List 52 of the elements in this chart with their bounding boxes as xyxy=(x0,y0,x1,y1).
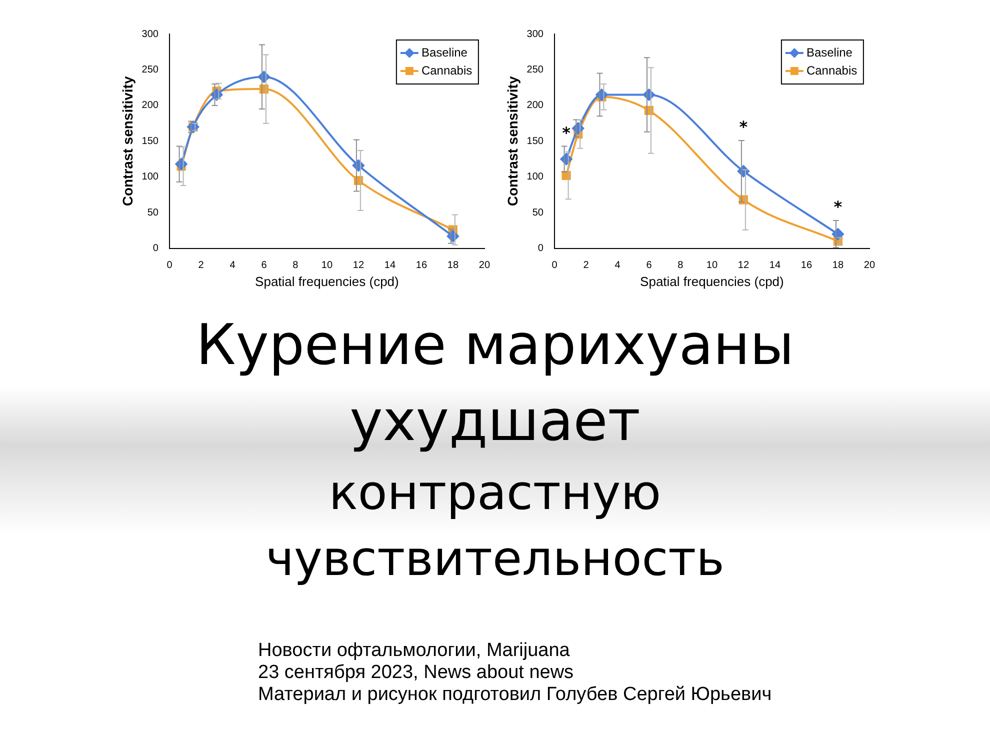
data-label: * xyxy=(834,198,843,217)
x-tick-label: 10 xyxy=(706,260,718,272)
y-tick-label: 100 xyxy=(526,172,544,183)
x-tick-label: 14 xyxy=(384,260,396,272)
legend-label: Cannabis xyxy=(421,63,472,78)
x-tick-label: 14 xyxy=(769,260,781,272)
x-tick-label: 4 xyxy=(614,260,621,272)
x-tick-label: 10 xyxy=(321,260,333,272)
legend-label: Baseline xyxy=(421,45,468,60)
data-label: * xyxy=(562,123,572,142)
y-tick-label: 300 xyxy=(142,28,159,40)
data-label: * xyxy=(739,118,748,137)
y-tick-label: 250 xyxy=(142,64,159,76)
y-tick-label: 200 xyxy=(526,100,544,112)
text: Курение марихуаны ухудшает xyxy=(194,312,796,456)
x-tick-label: 4 xyxy=(230,260,236,272)
x-tick-label: 8 xyxy=(292,260,299,272)
y-tick-label: 50 xyxy=(147,207,159,218)
x-tick-label: 2 xyxy=(583,260,590,272)
x-tick-label: 0 xyxy=(166,260,173,272)
text: контрастную чувствительность xyxy=(264,464,726,589)
y-axis-title: Contrast sensitivity xyxy=(119,76,136,206)
legend-label: Cannabis xyxy=(806,63,858,78)
y-tick-label: 100 xyxy=(142,172,159,183)
y-tick-label: 150 xyxy=(142,136,159,147)
text: Новости офтальмологии, Marijuana xyxy=(258,640,571,662)
y-tick-label: 150 xyxy=(526,136,544,147)
x-tick-label: 16 xyxy=(416,260,428,272)
text: Материал и рисунок подготовил Голубев Сергей Юрьевич xyxy=(258,684,772,706)
y-tick-label: 50 xyxy=(532,207,544,218)
x-tick-label: 12 xyxy=(738,260,750,272)
x-tick-label: 20 xyxy=(478,260,490,272)
y-axis-title: Contrast sensitivity xyxy=(504,76,520,206)
y-tick-label: 250 xyxy=(526,64,544,76)
x-tick-label: 20 xyxy=(864,260,876,272)
x-tick-label: 8 xyxy=(678,260,684,272)
x-axis-title: Spatial frequencies (cpd) xyxy=(640,274,784,289)
y-tick-label: 0 xyxy=(152,243,159,254)
y-tick-label: 200 xyxy=(142,100,159,112)
legend-label: Baseline xyxy=(806,45,853,60)
y-tick-label: 300 xyxy=(526,28,544,40)
y-tick-label: 0 xyxy=(538,243,544,254)
x-tick-label: 6 xyxy=(261,260,268,272)
x-tick-label: 16 xyxy=(800,260,812,272)
x-tick-label: 18 xyxy=(447,260,459,272)
x-tick-label: 0 xyxy=(552,260,558,272)
x-axis-title: Spatial frequencies (cpd) xyxy=(255,274,399,289)
x-tick-label: 6 xyxy=(646,260,652,272)
text: 23 сентября 2023, News about news xyxy=(258,662,575,684)
x-tick-label: 12 xyxy=(352,260,364,272)
x-tick-label: 2 xyxy=(198,260,204,272)
x-tick-label: 18 xyxy=(832,260,844,272)
